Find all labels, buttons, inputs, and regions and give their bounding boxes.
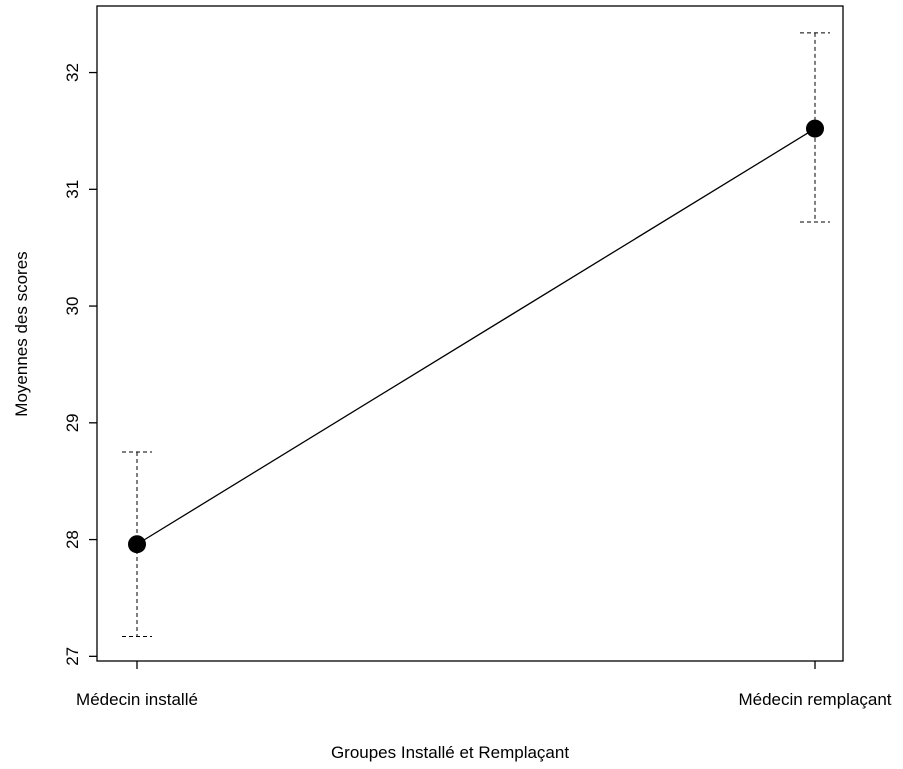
x-axis: Médecin installé Médecin remplaçant	[76, 661, 892, 709]
y-tick-label: 27	[63, 647, 82, 666]
data-points	[128, 119, 824, 554]
y-axis: 27 28 29 30 31 32	[63, 63, 97, 666]
series-line	[136, 128, 816, 545]
x-axis-title: Groupes Installé et Remplaçant	[331, 743, 569, 762]
y-tick-label: 30	[63, 297, 82, 316]
y-axis-title: Moyennes des scores	[12, 251, 31, 416]
y-tick-label: 28	[63, 530, 82, 549]
series-line-group	[136, 128, 816, 545]
data-point	[128, 535, 146, 554]
y-tick-label: 29	[63, 413, 82, 432]
error-bars	[122, 32, 830, 637]
y-tick-label: 31	[63, 180, 82, 199]
y-tick-label: 32	[63, 63, 82, 82]
x-tick-label: Médecin installé	[76, 690, 198, 709]
data-point	[806, 119, 824, 138]
plot-frame	[96, 5, 844, 662]
x-tick-label: Médecin remplaçant	[738, 690, 891, 709]
